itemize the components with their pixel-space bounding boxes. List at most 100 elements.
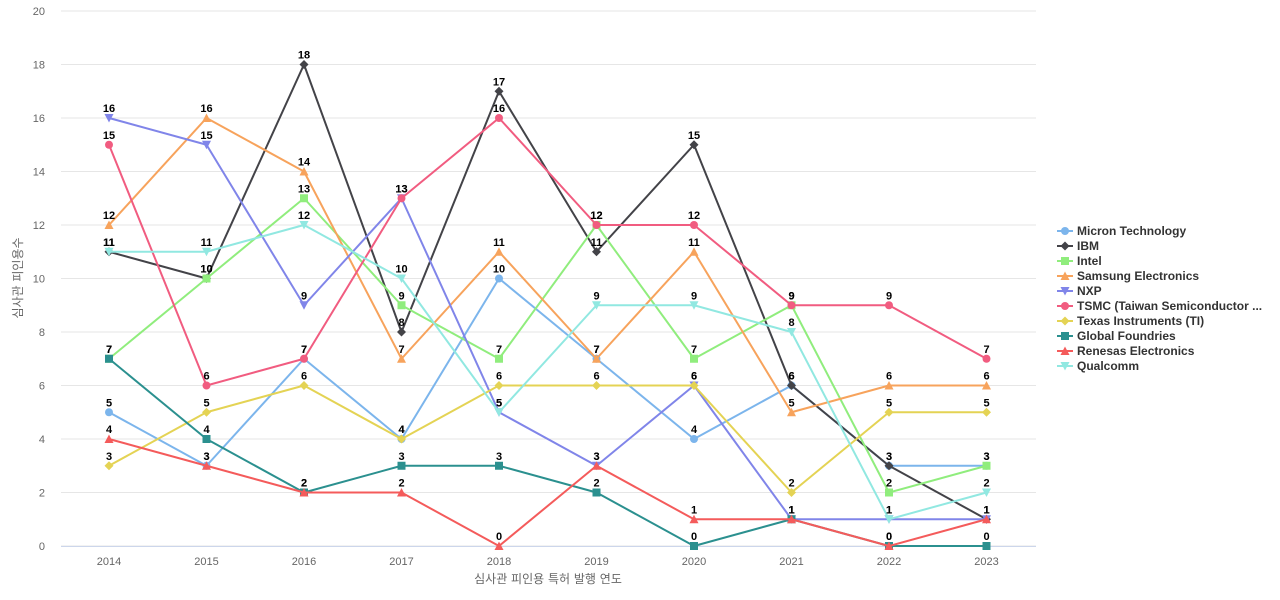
series-tsmc-taiwan-semiconductor [105, 114, 991, 390]
data-label-qualcomm: 2 [983, 478, 989, 490]
point-tsmc-taiwan-semiconductor [592, 221, 601, 229]
data-label-global-foundries: 0 [886, 531, 892, 543]
point-micron-technology [690, 435, 698, 443]
data-label-micron-technology: 4 [398, 424, 405, 436]
legend-label: NXP [1077, 284, 1102, 298]
data-label-texas-instruments-ti: 5 [886, 397, 892, 409]
data-label-renesas-electronics: 2 [398, 478, 404, 490]
x-tick-label: 2021 [779, 556, 803, 568]
point-tsmc-taiwan-semiconductor [690, 221, 698, 229]
data-label-texas-instruments-ti: 6 [691, 371, 697, 383]
data-label-micron-technology: 3 [203, 451, 209, 463]
legend-item-tsmc-taiwan-semiconductor[interactable]: TSMC (Taiwan Semiconductor ... [1057, 299, 1262, 313]
x-tick-label: 2020 [682, 556, 706, 568]
point-global-foundries [202, 435, 211, 443]
legend-label: Texas Instruments (TI) [1077, 314, 1204, 328]
x-tick-label: 2019 [584, 556, 608, 568]
legend-item-qualcomm[interactable]: Qualcomm [1057, 359, 1139, 373]
data-label-samsung-electronics: 16 [200, 103, 212, 115]
point-samsung-electronics [689, 247, 699, 256]
point-texas-instruments-ti [592, 381, 601, 390]
legend-item-samsung-electronics[interactable]: Samsung Electronics [1057, 269, 1199, 283]
x-tick-label: 2014 [97, 556, 121, 568]
data-label-ibm: 11 [103, 237, 115, 249]
data-label-nxp: 1 [886, 504, 892, 516]
data-label-nxp: 3 [593, 451, 599, 463]
data-label-renesas-electronics: 4 [106, 424, 113, 436]
series-qualcomm [104, 221, 991, 524]
y-axis-title: 심사관 피인용수 [11, 237, 25, 318]
data-label-nxp: 15 [200, 130, 212, 142]
data-label-samsung-electronics: 6 [886, 371, 892, 383]
point-global-foundries [592, 488, 601, 497]
point-qualcomm [397, 274, 406, 283]
data-label-renesas-electronics: 3 [203, 451, 209, 463]
data-label-intel: 7 [691, 344, 697, 356]
point-global-foundries [982, 542, 991, 550]
point-ibm [592, 247, 601, 257]
point-texas-instruments-ti [494, 381, 504, 390]
data-label-tsmc-taiwan-semiconductor: 7 [301, 344, 307, 356]
point-texas-instruments-ti [982, 407, 991, 417]
data-label-intel: 7 [496, 344, 502, 356]
legend-label: Global Foundries [1077, 329, 1176, 343]
data-label-texas-instruments-ti: 4 [398, 424, 405, 436]
data-label-ibm: 10 [200, 264, 212, 276]
point-qualcomm [982, 488, 991, 497]
data-label-texas-instruments-ti: 5 [203, 397, 209, 409]
data-label-samsung-electronics: 11 [688, 237, 700, 249]
data-label-qualcomm: 1 [886, 504, 892, 516]
point-texas-instruments-ti [397, 434, 406, 444]
point-tsmc-taiwan-semiconductor [105, 140, 113, 149]
legend-label: Micron Technology [1077, 224, 1186, 238]
data-label-ibm: 3 [886, 451, 892, 463]
legend-item-renesas-electronics[interactable]: Renesas Electronics [1057, 344, 1195, 358]
point-tsmc-taiwan-semiconductor [397, 194, 406, 203]
point-global-foundries [690, 542, 698, 550]
point-qualcomm [884, 515, 894, 524]
y-tick-label: 6 [39, 381, 45, 393]
point-samsung-electronics [884, 381, 894, 390]
point-texas-instruments-ti [104, 461, 114, 471]
data-label-intel: 3 [983, 451, 989, 463]
point-renesas-electronics [592, 461, 601, 470]
series-global-foundries [105, 354, 991, 550]
data-label-samsung-electronics: 11 [493, 237, 505, 249]
data-label-micron-technology: 10 [493, 264, 505, 276]
data-label-ibm: 8 [398, 317, 404, 329]
point-renesas-electronics [982, 514, 991, 524]
data-label-tsmc-taiwan-semiconductor: 7 [983, 344, 989, 356]
series-line-samsung-electronics [108, 117, 988, 414]
data-label-tsmc-taiwan-semiconductor: 13 [395, 183, 407, 195]
series-texas-instruments-ti [104, 381, 991, 497]
point-nxp [202, 140, 211, 150]
y-tick-label: 0 [39, 541, 45, 553]
data-label-nxp: 9 [301, 290, 307, 302]
x-axis-title: 심사관 피인용 특허 발행 연도 [474, 571, 622, 586]
legend-item-intel[interactable]: Intel [1057, 254, 1102, 268]
data-label-ibm: 17 [493, 76, 505, 88]
legend-item-texas-instruments-ti[interactable]: Texas Instruments (TI) [1057, 314, 1204, 328]
point-samsung-electronics [787, 407, 796, 417]
point-ibm [884, 461, 894, 471]
point-samsung-electronics [494, 247, 504, 256]
legend-marker [1060, 241, 1070, 251]
legend-item-nxp[interactable]: NXP [1057, 284, 1102, 298]
data-label-renesas-electronics: 1 [788, 504, 794, 516]
data-label-global-foundries: 4 [203, 424, 210, 436]
legend-item-ibm[interactable]: IBM [1057, 239, 1099, 253]
series-intel [105, 194, 991, 497]
point-tsmc-taiwan-semiconductor [885, 301, 893, 310]
legend-item-micron-technology[interactable]: Micron Technology [1057, 224, 1186, 238]
data-label-texas-instruments-ti: 5 [983, 397, 989, 409]
data-label-tsmc-taiwan-semiconductor: 9 [886, 290, 892, 302]
legend-item-global-foundries[interactable]: Global Foundries [1057, 329, 1176, 343]
data-label-texas-instruments-ti: 2 [788, 478, 794, 490]
data-label-global-foundries: 7 [106, 344, 112, 356]
legend-label: Intel [1077, 254, 1102, 268]
data-label-qualcomm: 8 [788, 317, 794, 329]
data-label-nxp: 5 [496, 397, 502, 409]
data-label-global-foundries: 2 [301, 478, 307, 490]
